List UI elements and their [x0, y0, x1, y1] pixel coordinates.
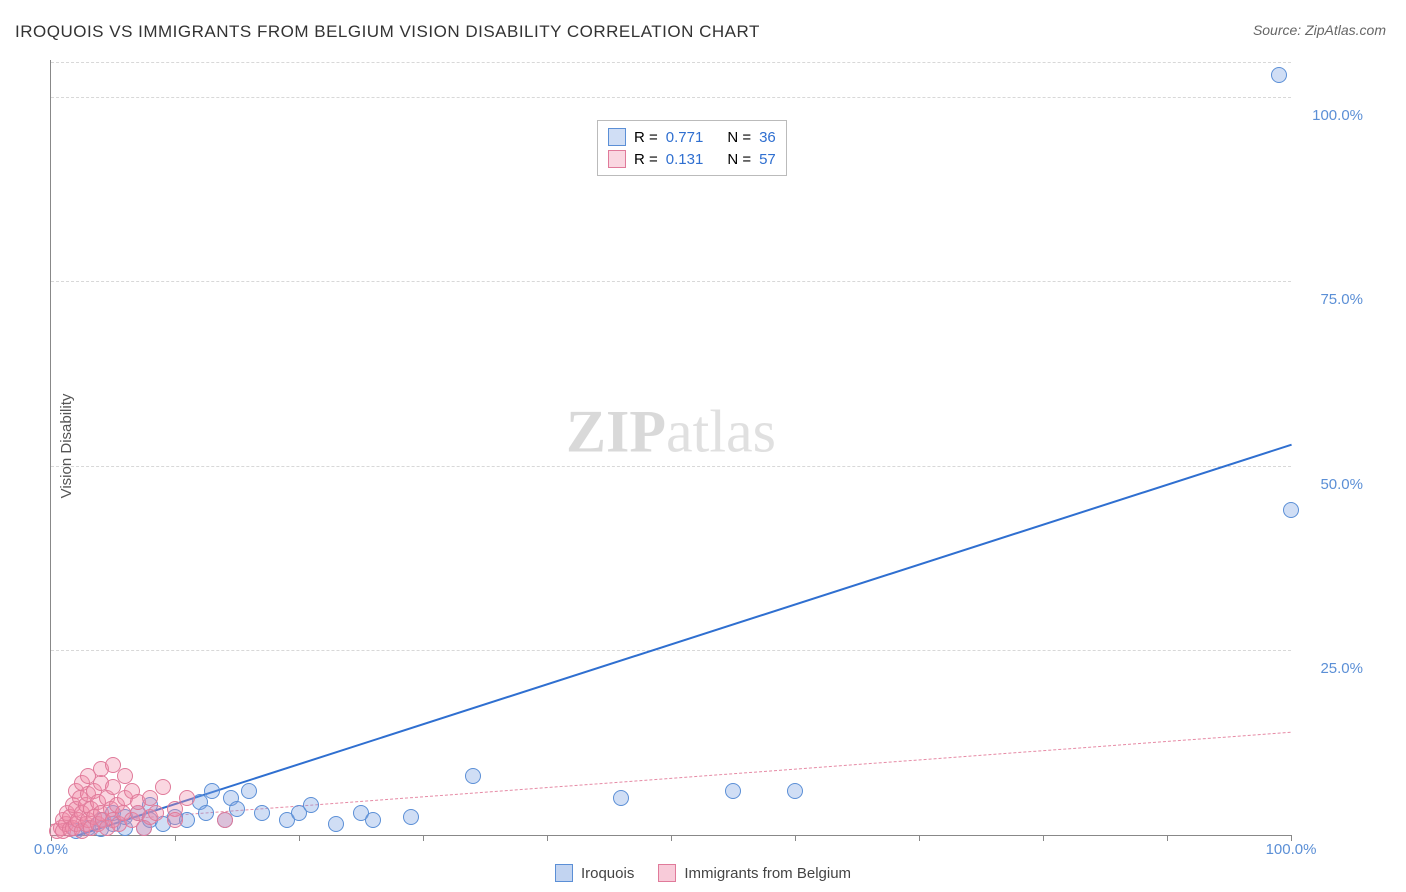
n-value-iroquois: 36: [759, 129, 776, 146]
data-point: [217, 812, 233, 828]
x-tick: [1043, 835, 1044, 841]
chart-title: IROQUOIS VS IMMIGRANTS FROM BELGIUM VISI…: [15, 22, 760, 42]
gridline: [51, 97, 1291, 98]
data-point: [179, 790, 195, 806]
n-label: N =: [727, 151, 751, 168]
x-tick: [175, 835, 176, 841]
data-point: [204, 783, 220, 799]
swatch-belgium: [608, 150, 626, 168]
watermark: ZIPatlas: [566, 398, 776, 467]
scatter-plot: ZIPatlas R = 0.771 N = 36 R = 0.131 N = …: [50, 60, 1291, 836]
r-value-belgium: 0.131: [666, 151, 704, 168]
data-point: [1283, 502, 1299, 518]
data-point: [155, 779, 171, 795]
legend-label-iroquois: Iroquois: [581, 865, 634, 882]
data-point: [1271, 67, 1287, 83]
data-point: [148, 805, 164, 821]
swatch-iroquois-icon: [555, 864, 573, 882]
data-point: [465, 768, 481, 784]
trend-line: [75, 444, 1291, 837]
watermark-bold: ZIP: [566, 399, 666, 465]
swatch-belgium-icon: [658, 864, 676, 882]
legend-label-belgium: Immigrants from Belgium: [684, 865, 851, 882]
y-tick-label: 50.0%: [1320, 476, 1363, 493]
swatch-iroquois: [608, 128, 626, 146]
data-point: [303, 797, 319, 813]
r-label: R =: [634, 151, 658, 168]
x-tick: [1167, 835, 1168, 841]
gridline: [51, 650, 1291, 651]
x-tick: [919, 835, 920, 841]
y-tick-label: 75.0%: [1320, 291, 1363, 308]
data-point: [254, 805, 270, 821]
correlation-legend: R = 0.771 N = 36 R = 0.131 N = 57: [597, 120, 787, 176]
data-point: [117, 768, 133, 784]
data-point: [229, 801, 245, 817]
gridline: [51, 466, 1291, 467]
data-point: [328, 816, 344, 832]
data-point: [725, 783, 741, 799]
watermark-light: atlas: [666, 399, 776, 465]
data-point: [613, 790, 629, 806]
data-point: [787, 783, 803, 799]
x-tick: [299, 835, 300, 841]
x-tick: [671, 835, 672, 841]
x-tick-label: 0.0%: [34, 841, 68, 858]
x-tick: [547, 835, 548, 841]
x-tick-label: 100.0%: [1266, 841, 1317, 858]
chart-source: Source: ZipAtlas.com: [1253, 22, 1386, 38]
y-tick-label: 25.0%: [1320, 660, 1363, 677]
x-tick: [795, 835, 796, 841]
data-point: [365, 812, 381, 828]
n-value-belgium: 57: [759, 151, 776, 168]
data-point: [198, 805, 214, 821]
x-tick: [423, 835, 424, 841]
legend-item-iroquois: Iroquois: [555, 864, 634, 882]
y-tick-label: 100.0%: [1312, 107, 1363, 124]
legend-row-iroquois: R = 0.771 N = 36: [608, 126, 776, 148]
gridline: [51, 62, 1291, 63]
gridline: [51, 281, 1291, 282]
r-label: R =: [634, 129, 658, 146]
data-point: [241, 783, 257, 799]
legend-row-belgium: R = 0.131 N = 57: [608, 148, 776, 170]
legend-item-belgium: Immigrants from Belgium: [658, 864, 851, 882]
r-value-iroquois: 0.771: [666, 129, 704, 146]
data-point: [167, 812, 183, 828]
data-point: [403, 809, 419, 825]
n-label: N =: [727, 129, 751, 146]
series-legend: Iroquois Immigrants from Belgium: [0, 864, 1406, 882]
